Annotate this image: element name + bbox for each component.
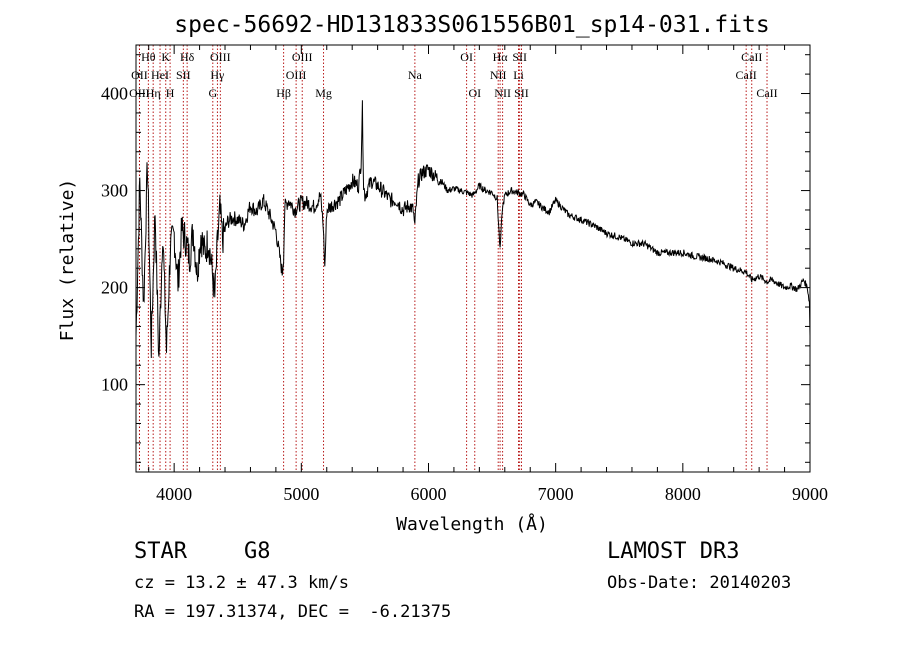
plot-frame	[135, 44, 811, 473]
x-tick-label-1: 5000	[283, 484, 319, 504]
line-label-21: NII	[494, 86, 511, 100]
x-tick-label-0: 4000	[156, 484, 192, 504]
spectrum-series	[135, 100, 811, 359]
chart-title: spec-56692-HD131833S061556B01_sp14-031.f…	[174, 12, 769, 38]
line-label-4: HeI	[151, 68, 169, 82]
y-tick-label-3: 400	[101, 84, 128, 104]
axis-ticks: 4000 5000 6000 7000 8000 9000 100 200 300 400	[101, 45, 828, 504]
line-label-3: K	[161, 50, 170, 64]
y-axis-label: Flux (relative)	[57, 179, 78, 342]
emission-absorption-lines	[138, 45, 768, 472]
line-label-26: CaII	[735, 68, 756, 82]
line-label-27: CaII	[756, 86, 777, 100]
line-label-15: Mg	[315, 86, 332, 100]
line-label-23: Li	[513, 68, 524, 82]
spectrum-chart: spec-56692-HD131833S061556B01_sp14-031.f…	[57, 12, 828, 535]
line-label-1: OII	[131, 68, 148, 82]
line-label-6: Hδ	[180, 50, 195, 64]
line-label-12: Hβ	[276, 86, 291, 100]
radial-velocity: cz = 13.2 ± 47.3 km/s	[134, 573, 349, 593]
x-tick-label-3: 7000	[538, 484, 574, 504]
x-tick-label-2: 6000	[410, 484, 446, 504]
line-label-7: SII	[176, 68, 191, 82]
spectrum-line	[135, 100, 811, 359]
coordinates: RA = 197.31374, DEC = -6.21375	[134, 602, 452, 622]
line-label-11: G	[208, 86, 217, 100]
object-class: STAR	[134, 539, 187, 564]
line-label-2: OIII	[129, 86, 150, 100]
line-label-18: OI	[468, 86, 481, 100]
line-label-10: Hγ	[210, 68, 225, 82]
line-label-16: Na	[408, 68, 423, 82]
line-label-8: H	[166, 86, 175, 100]
y-tick-label-0: 100	[101, 375, 128, 395]
observation-date: Obs-Date: 20140203	[607, 573, 792, 593]
line-label-0: Hθ	[141, 50, 156, 64]
line-label-20: NII	[490, 68, 507, 82]
line-label-25: CaII	[741, 50, 762, 64]
line-label-5: Hη	[146, 86, 161, 100]
x-axis-label: Wavelength (Å)	[396, 513, 548, 535]
survey-name: LAMOST DR3	[607, 539, 740, 564]
line-label-9: OIII	[210, 50, 231, 64]
x-tick-label-4: 8000	[665, 484, 701, 504]
line-label-19: Hα	[493, 50, 509, 64]
y-tick-label-1: 200	[101, 278, 128, 298]
line-label-17: OI	[460, 50, 473, 64]
line-label-24: SII	[514, 86, 529, 100]
line-label-13: OIII	[292, 50, 313, 64]
line-label-22: SII	[512, 50, 527, 64]
x-tick-label-5: 9000	[792, 484, 828, 504]
subclass: G8	[244, 539, 271, 564]
y-tick-label-2: 300	[101, 181, 128, 201]
line-label-14: OIII	[286, 68, 307, 82]
